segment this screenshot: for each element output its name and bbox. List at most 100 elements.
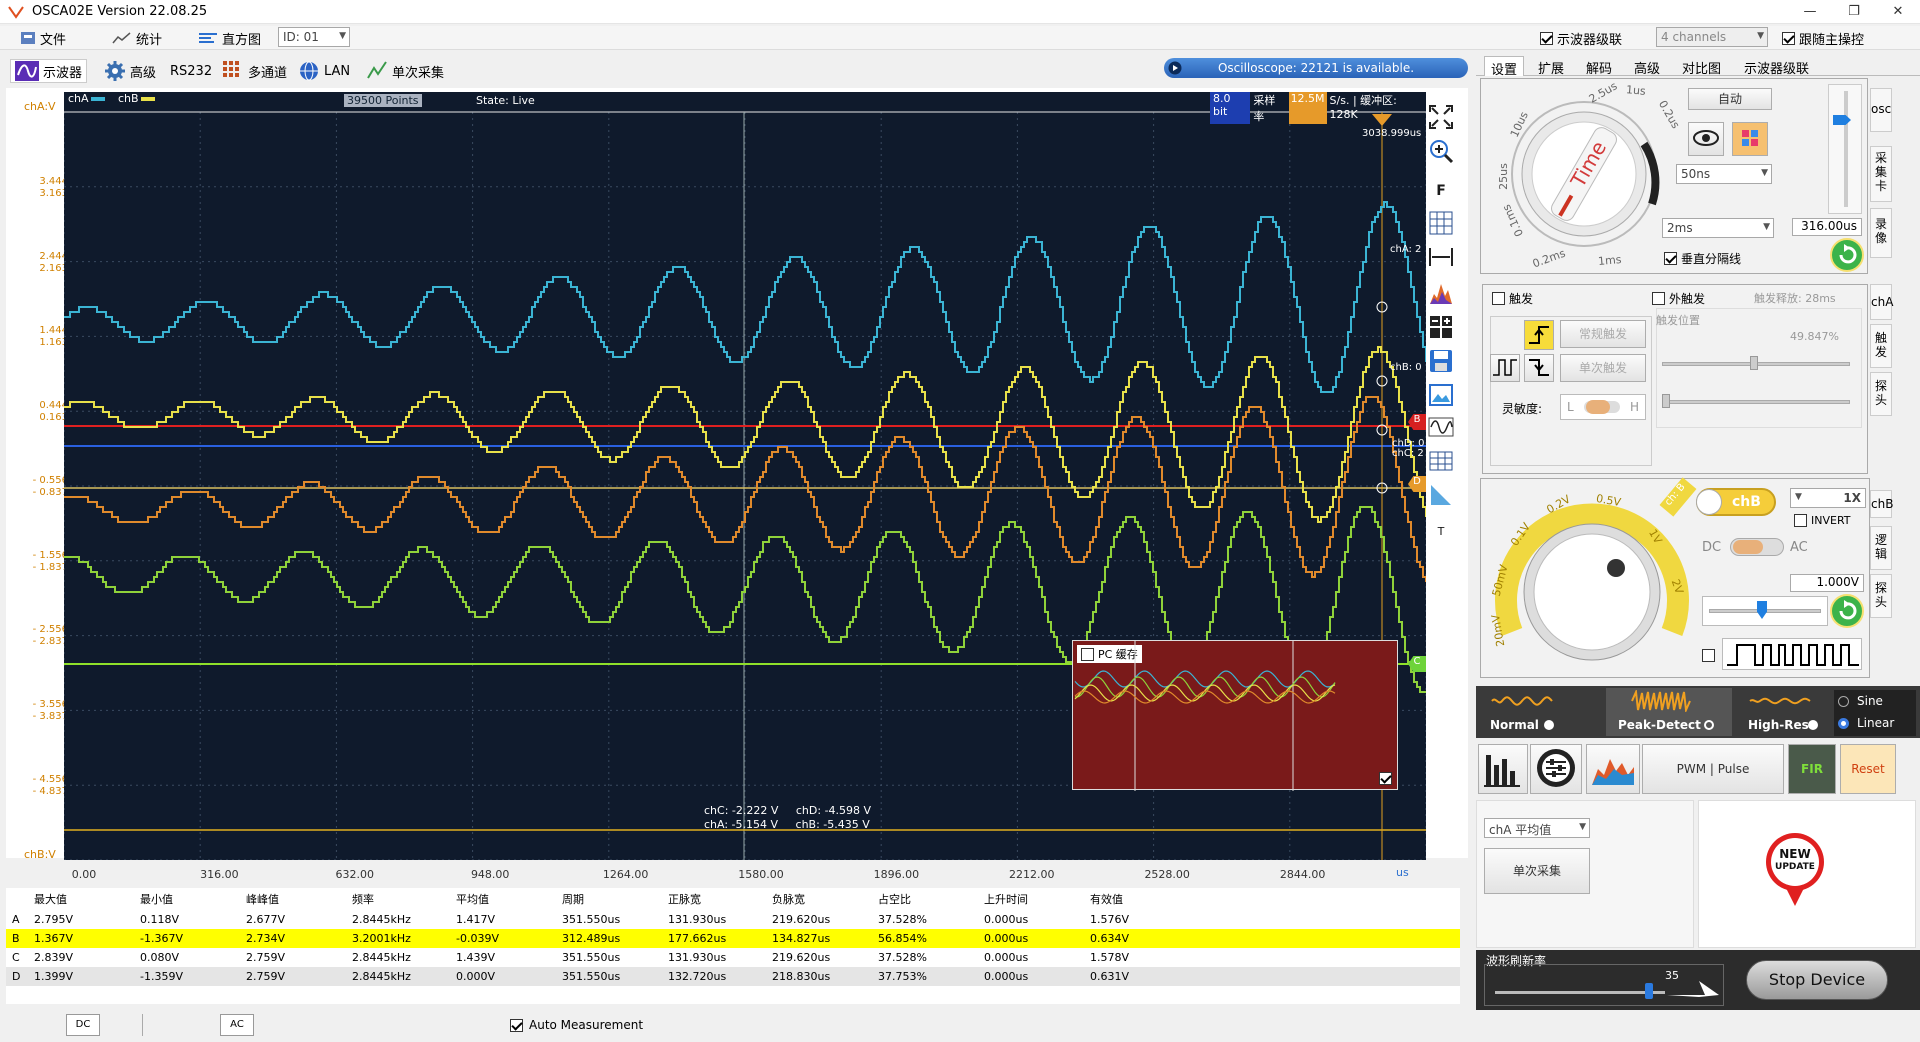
table-row[interactable]: C 2.839V 0.080V 2.759V 2.8445kHz 1.439V 351.55… [6,948,1460,967]
time-knob[interactable]: Time [1492,84,1664,260]
minimize-icon[interactable]: — [1803,4,1817,19]
channel-offset-slider[interactable] [1702,596,1828,626]
volt-knob[interactable] [1482,482,1692,678]
dc-button[interactable]: DC [66,1014,100,1036]
vtab-cha[interactable]: chA [1870,284,1893,320]
wave-view-icon[interactable] [1424,412,1458,442]
marker-d[interactable]: D [1408,476,1426,492]
auto-measurement-checkbox[interactable]: Auto Measurement [510,1018,643,1032]
table-row[interactable]: A 2.795V 0.118V 2.677V 2.8445kHz 1.417V 351.55… [6,910,1460,929]
slider-thumb[interactable] [1750,356,1758,370]
vtab-probe[interactable]: 探头 [1870,372,1892,416]
ext-trigger-checkbox[interactable]: 外触发 [1652,290,1705,307]
trig-level-slider[interactable] [1662,400,1850,404]
tdiv-select[interactable]: 50ns ▼ [1676,164,1772,184]
vtab-probe2[interactable]: 探头 [1870,574,1892,618]
vtab-card[interactable]: 采集卡 [1870,146,1892,202]
refresh-button[interactable] [1830,238,1864,272]
ruler-icon[interactable] [1424,480,1458,510]
tab-2[interactable]: 解码 [1586,62,1613,77]
stop-device-button[interactable]: Stop Device [1746,960,1888,1000]
id-select[interactable]: ID: 01 ▼ [278,27,350,47]
color-grid-button[interactable] [1732,122,1768,156]
invert-checkbox[interactable]: INVERT [1794,514,1851,527]
vdiv-field[interactable]: 1.000V [1790,574,1864,592]
pc-cache-corner-check[interactable] [1379,772,1392,785]
toolbar-lan[interactable]: LAN [298,59,350,83]
toolbar-multichannel[interactable]: 多通道 [222,59,287,83]
interp-sine[interactable]: Sine [1838,694,1883,708]
toolbar-rs232[interactable]: RS232 [170,63,213,79]
pulse-checkbox[interactable] [1702,649,1715,662]
table-row[interactable]: D 1.399V -1.359V 2.759V 2.8445kHz 0.000V 351.5… [6,967,1460,986]
slider-thumb[interactable] [1645,983,1653,999]
rising-edge-button[interactable] [1524,320,1554,350]
menu-histogram[interactable]: 直方图 [198,29,261,48]
settings-button[interactable] [1530,744,1582,794]
tab-scope[interactable]: 示波器 [10,59,88,83]
tab-5[interactable]: 示波器级联 [1744,62,1810,77]
single-trigger-button[interactable]: 单次触发 [1560,354,1646,382]
acq-hires[interactable]: High-Res [1734,690,1832,736]
grid-icon[interactable] [1424,208,1458,238]
ac-button[interactable]: AC [220,1014,254,1036]
vtab-trigger[interactable]: 触发 [1870,324,1892,368]
tab-3[interactable]: 高级 [1634,62,1661,77]
normal-trigger-button[interactable]: 常规触发 [1560,320,1646,348]
pc-cache-panel[interactable]: PC 缓存 [1072,640,1398,791]
offset-slider[interactable] [1828,84,1862,214]
acq-normal[interactable]: Normal [1482,690,1604,736]
reset-button[interactable]: Reset [1840,744,1896,794]
close-icon[interactable]: ✕ [1892,4,1904,19]
marker-c[interactable]: C [1408,656,1426,672]
offset-field[interactable]: 316.00us [1792,218,1862,236]
eye-button[interactable] [1688,122,1724,156]
sensitivity-toggle[interactable]: L H [1560,394,1646,420]
restore-icon[interactable]: ❐ [1848,4,1860,19]
table-row[interactable]: B 1.367V -1.367V 2.734V 3.2001kHz -0.039V 312.… [6,929,1460,948]
tdiv2-select[interactable]: 2ms ▼ [1662,218,1774,238]
vtab-chb[interactable]: chB [1870,490,1893,518]
both-edge-button[interactable] [1490,354,1520,382]
menu-file[interactable]: 文件 [20,29,66,48]
zoom-fit-icon[interactable] [1424,102,1458,132]
cascade-checkbox[interactable]: 示波器级联 [1540,29,1622,48]
falling-edge-button[interactable] [1524,354,1554,382]
tab-4[interactable]: 对比图 [1682,62,1722,77]
spectrum-icon[interactable] [1424,278,1458,308]
coupling-toggle[interactable] [1730,538,1784,556]
tool-f[interactable]: F [1436,183,1446,199]
tab-1[interactable]: 扩展 [1538,62,1565,77]
pc-cache-checkbox[interactable]: PC 缓存 [1077,645,1142,663]
vtab-logic[interactable]: 逻辑 [1870,526,1892,570]
slider-thumb[interactable] [1662,394,1670,408]
table-icon[interactable] [1424,446,1458,476]
save-icon[interactable] [1424,346,1458,376]
bar-chart-button[interactable] [1478,744,1528,794]
toolbar-advanced[interactable]: 高级 [104,59,156,83]
layout-icon[interactable] [1424,312,1458,342]
measure-span-icon[interactable] [1424,242,1458,272]
image-icon[interactable] [1424,380,1458,410]
refresh-slider[interactable]: 35 [1484,964,1724,1006]
single-capture-button[interactable]: 单次采集 [1484,848,1590,894]
interp-linear[interactable]: Linear [1838,716,1894,730]
new-update-badge[interactable]: NEW UPDATE [1762,830,1828,910]
fir-button[interactable]: FIR [1788,744,1836,794]
slider-thumb[interactable] [1757,601,1767,619]
channel-refresh-button[interactable] [1830,594,1864,628]
measure-select[interactable]: chA 平均值 ▼ [1484,818,1590,838]
slider-thumb[interactable] [1833,115,1851,125]
menu-stats[interactable]: 统计 [112,29,162,48]
trigger-checkbox[interactable]: 触发 [1492,290,1533,307]
chb-toggle[interactable]: chB [1696,488,1776,516]
channels-select[interactable]: 4 channels ▼ [1656,27,1768,47]
tool-t[interactable]: T [1437,524,1445,538]
follow-checkbox[interactable]: 跟随主操控 [1782,29,1864,48]
spectrum-button[interactable] [1586,744,1640,794]
pwm-pulse-button[interactable]: PWM | Pulse [1642,744,1784,794]
tab-0[interactable]: 设置 [1484,56,1525,78]
acq-peak[interactable]: Peak-Detect [1606,688,1732,736]
toolbar-single[interactable]: 单次采集 [366,59,444,83]
marker-b[interactable]: B [1408,414,1426,430]
